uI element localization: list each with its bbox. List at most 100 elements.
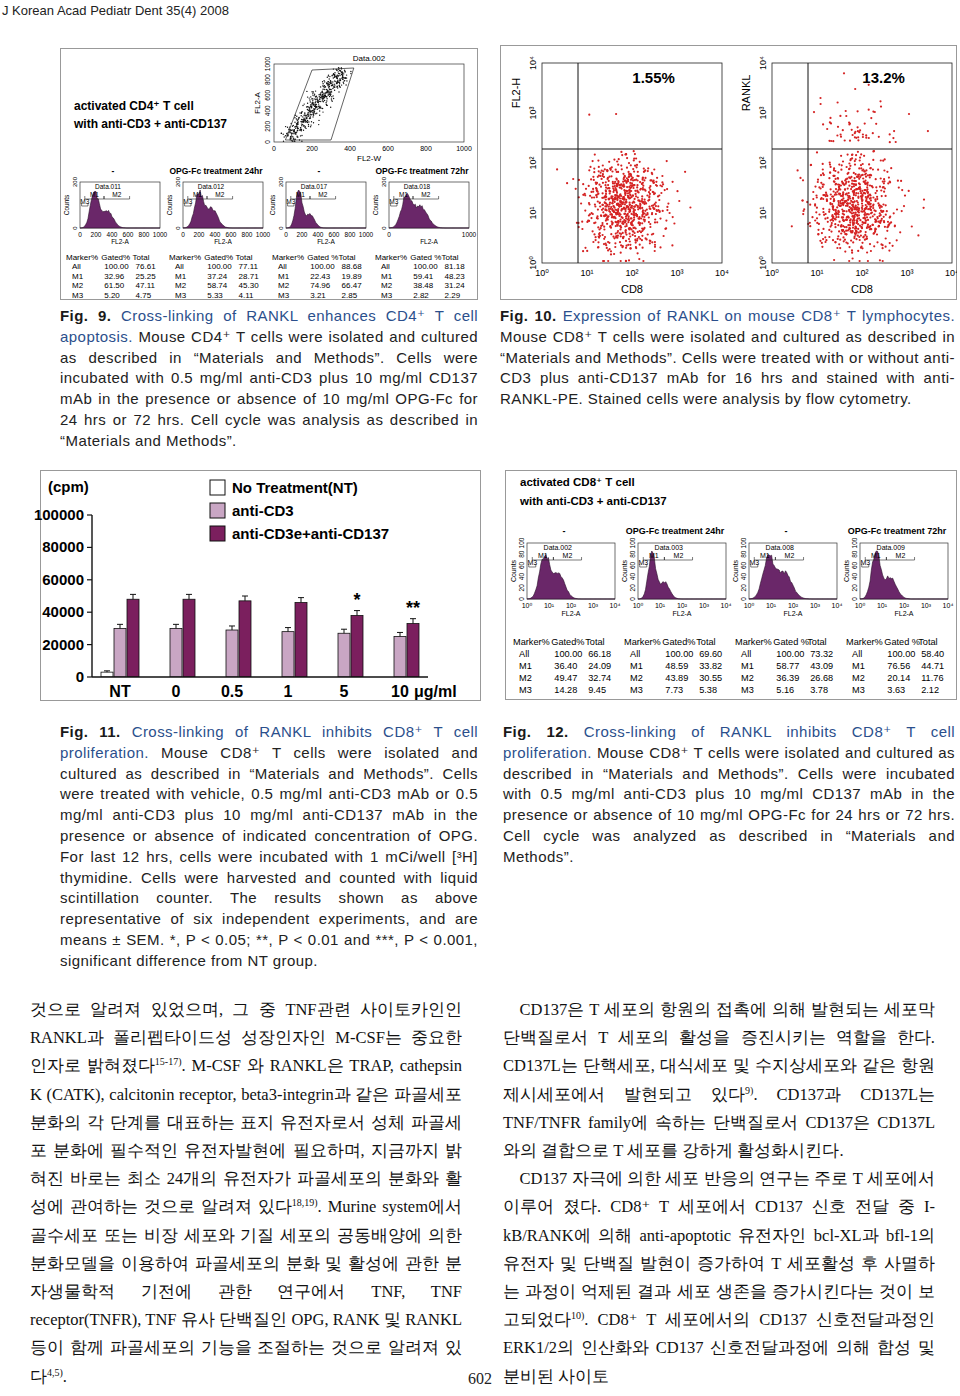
table-cell: 37.24 bbox=[207, 272, 228, 281]
dot bbox=[629, 227, 631, 229]
dot bbox=[320, 101, 321, 102]
dot bbox=[626, 223, 628, 225]
dot bbox=[662, 210, 664, 212]
dot bbox=[884, 226, 886, 228]
dot bbox=[597, 160, 599, 162]
dot bbox=[339, 79, 340, 80]
dot bbox=[344, 71, 345, 72]
dot bbox=[584, 193, 586, 195]
dot bbox=[858, 211, 860, 213]
dot bbox=[839, 205, 841, 207]
dot bbox=[648, 199, 650, 201]
dot bbox=[334, 74, 335, 75]
dot bbox=[856, 221, 858, 223]
dot bbox=[843, 219, 845, 221]
dot bbox=[825, 239, 827, 241]
histogram-curve bbox=[286, 190, 366, 228]
dot bbox=[612, 205, 614, 207]
dot bbox=[620, 151, 622, 153]
dot bbox=[324, 97, 325, 98]
dot bbox=[845, 110, 847, 112]
dot bbox=[584, 210, 586, 212]
dot bbox=[606, 223, 608, 225]
table-cell: 19.89 bbox=[342, 272, 363, 281]
dot bbox=[330, 93, 331, 94]
dot bbox=[321, 96, 322, 97]
dot bbox=[295, 132, 296, 133]
dot bbox=[594, 204, 596, 206]
dot bbox=[654, 246, 656, 248]
dot bbox=[325, 92, 326, 93]
dot bbox=[607, 178, 609, 180]
dot bbox=[303, 121, 304, 122]
dot bbox=[861, 194, 863, 196]
dot bbox=[300, 127, 301, 128]
dot bbox=[326, 89, 327, 90]
dot bbox=[644, 177, 646, 179]
dot bbox=[297, 120, 298, 121]
dot bbox=[649, 208, 651, 210]
dot bbox=[612, 191, 614, 193]
dot bbox=[876, 198, 878, 200]
dot bbox=[588, 169, 590, 171]
dot bbox=[624, 180, 626, 182]
dot bbox=[314, 94, 315, 95]
dot bbox=[844, 189, 846, 191]
dot bbox=[881, 206, 883, 208]
tick-label: 10² bbox=[528, 156, 538, 169]
dot bbox=[899, 231, 901, 233]
dot bbox=[647, 167, 649, 169]
dot bbox=[833, 175, 835, 177]
dot bbox=[311, 102, 312, 103]
dot bbox=[307, 96, 308, 97]
axis-label: FL2-A bbox=[111, 238, 129, 245]
dot bbox=[613, 198, 615, 200]
dot bbox=[338, 81, 339, 82]
dot bbox=[838, 230, 840, 232]
dot bbox=[862, 133, 864, 135]
dot bbox=[614, 194, 616, 196]
marker-label: M2 bbox=[318, 191, 327, 198]
dot bbox=[293, 132, 294, 133]
dot bbox=[296, 123, 297, 124]
dot bbox=[291, 133, 292, 134]
dot bbox=[629, 204, 631, 206]
dot bbox=[839, 221, 841, 223]
dot bbox=[312, 102, 313, 103]
dot bbox=[876, 233, 878, 235]
dot bbox=[324, 81, 325, 82]
marker-label: M1 bbox=[193, 191, 202, 198]
dot bbox=[639, 189, 641, 191]
dot bbox=[320, 94, 321, 95]
dot bbox=[292, 126, 293, 127]
dot bbox=[623, 199, 625, 201]
dot bbox=[833, 181, 835, 183]
dot bbox=[323, 98, 324, 99]
dot bbox=[336, 76, 337, 77]
figure-caption: Fig. 12. Cross-linking of RANKL inhibits… bbox=[503, 722, 955, 868]
dot bbox=[642, 177, 644, 179]
dot bbox=[630, 190, 632, 192]
dot bbox=[608, 187, 610, 189]
dot bbox=[304, 115, 305, 116]
condition-label: OPG-Fc treatment 72hr bbox=[375, 166, 469, 176]
dot bbox=[648, 195, 650, 197]
dot bbox=[630, 247, 632, 249]
dot bbox=[655, 205, 657, 207]
dot bbox=[802, 179, 804, 181]
dot bbox=[305, 121, 306, 122]
dot bbox=[597, 246, 599, 248]
dot bbox=[342, 71, 343, 72]
dot bbox=[322, 81, 323, 82]
dot bbox=[313, 104, 314, 105]
dot bbox=[869, 167, 871, 169]
dot bbox=[840, 169, 842, 171]
dot bbox=[297, 130, 298, 131]
dot bbox=[630, 174, 632, 176]
dot bbox=[665, 220, 667, 222]
table-cell: 59.41 bbox=[413, 272, 434, 281]
dot bbox=[290, 136, 291, 137]
dot bbox=[338, 75, 339, 76]
dot bbox=[616, 199, 618, 201]
dot bbox=[642, 202, 644, 204]
